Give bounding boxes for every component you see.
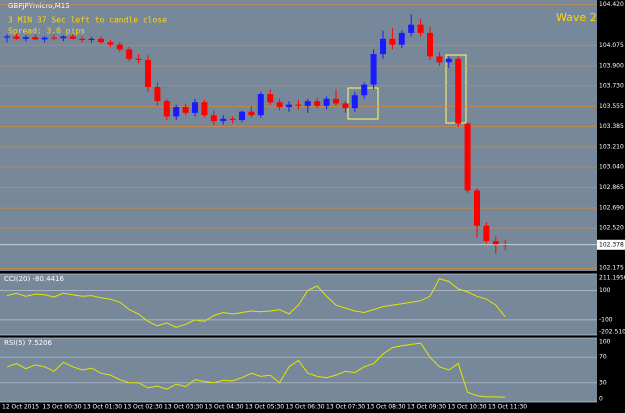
candle-body [173,106,180,117]
candle-body [201,102,208,116]
candle-body [4,36,10,38]
candle-body [220,118,227,122]
candle-body [483,225,490,242]
candle-body [22,37,29,39]
y-tick-label: 102.865 [599,184,624,191]
y-tick-label: -100 [599,316,613,323]
indicator-line [6,278,506,328]
x-tick-label: 13 Oct 08:30 [367,404,406,411]
x-tick-label: 13 Oct 04:30 [205,404,244,411]
y-tick-label: 100 [599,287,611,294]
candle-body [361,84,368,96]
candle-body [79,38,86,40]
candle-body [436,56,443,63]
y-tick-label: 102.175 [599,265,624,272]
main-panel [0,0,597,271]
y-tick-label: 103.900 [599,62,624,69]
x-tick-label: 13 Oct 06:30 [286,404,325,411]
candle-body [351,95,358,109]
y-tick-label: 103.385 [599,123,624,130]
candle-body [32,37,39,40]
candle-body [154,87,161,102]
indicator-line [6,342,506,398]
candle-body [286,104,292,107]
candle-body [163,101,170,117]
candle-body [98,38,104,43]
candle-body [295,104,302,106]
candle-body [60,36,67,39]
candle-body [417,24,424,33]
candle-body [107,42,114,45]
y-tick-label: -202.5105 [599,329,625,336]
candle-body [427,32,433,57]
y-tick-label: 30 [599,379,607,386]
candle-body [445,58,452,63]
x-tick-label: 13 Oct 09:30 [407,404,446,411]
y-tick-label: 103.210 [599,143,624,150]
x-tick-label: 13 Oct 07:30 [326,404,365,411]
y-tick-label: 102.690 [599,205,624,212]
candle-body [51,37,57,39]
candle-body [276,102,283,107]
candle-body [13,36,20,39]
candle-body [210,115,217,122]
y-tick-label: 102.520 [599,225,624,232]
candle-body [88,38,95,40]
candle-body [342,103,349,109]
x-tick-label: 13 Oct 02:30 [124,404,163,411]
x-tick-label: 13 Oct 10:30 [448,404,487,411]
last-price-label: 102.378 [599,241,624,248]
candle-body [267,94,274,103]
candle-body [408,24,415,33]
annotation: Spread: 3.0 pips [8,27,85,36]
y-tick-label: 0 [599,396,603,403]
y-tick-label: 211.1950 [599,275,625,282]
candle-body [229,118,236,120]
rsi-panel [0,338,597,402]
candle-body [126,49,133,59]
candle-body [370,54,377,85]
candle-body [314,101,321,106]
y-tick-label: 70 [599,354,607,361]
candle-body [248,111,255,116]
panel-title: CCI(20) -80.4416 [4,275,64,283]
y-tick-label: 104.420 [599,1,624,8]
candle-body [492,241,499,245]
x-tick-label: 13 Oct 01:30 [83,404,122,411]
last-price-box [597,239,625,250]
candle-body [257,94,264,116]
x-tick-label: 13 Oct 00:30 [43,404,82,411]
y-tick-label: 103.730 [599,82,624,89]
candle-body [455,58,462,124]
x-tick-label: 13 Oct 03:30 [164,404,203,411]
chart-title: GBPJPYmicro,M15 [8,2,70,10]
candle-body [239,111,245,120]
candle-body [323,98,330,106]
panel-title: RSI(5) 7.5206 [4,339,53,347]
x-tick-label: 12 Oct 2015 [2,404,39,411]
y-tick-label: 103.555 [599,103,624,110]
candle-body [398,32,405,45]
candle-body [389,38,396,45]
candle-body [135,58,142,60]
candle-body [192,102,198,113]
y-tick-label: 100 [599,339,611,346]
annotation: Wave 2 [556,11,597,24]
candle-body [145,59,151,88]
candle-body [333,98,339,104]
candle-body [474,190,480,226]
x-tick-label: 13 Oct 05:30 [245,404,284,411]
y-tick-label: 104.075 [599,42,624,49]
candle-body [41,37,48,40]
x-tick-label: 13 Oct 11:30 [488,404,527,411]
candle-body [182,106,189,113]
candle-body [464,123,471,191]
candle-body [380,38,386,55]
y-tick-label: 103.040 [599,163,624,170]
candle-body [69,36,76,39]
candle-body [116,44,123,50]
annotation: 3 MIN 37 Sec left to candle close [8,16,167,25]
candle-body [304,101,311,106]
